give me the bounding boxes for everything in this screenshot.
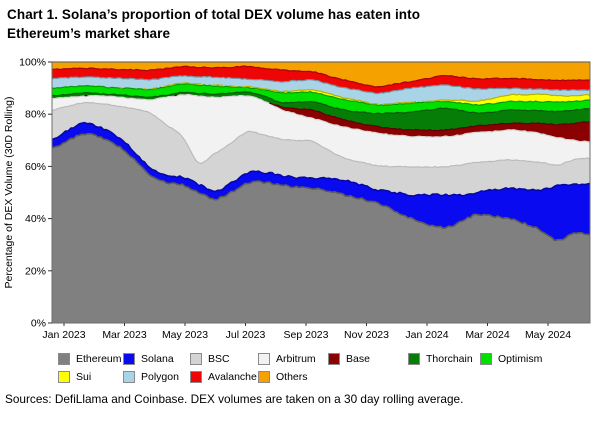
y-tick-label: 60% [25,161,46,173]
legend-item-bsc: BSC [190,352,230,366]
plot-svg: 0% 20% 40% 60% 80% 100% Jan 2023 Mar 2023 May 20… [3,57,591,342]
outline-arbitrum [51,93,591,143]
legend-swatch-thorchain [408,353,420,365]
x-tick-label: May 2024 [525,329,571,341]
x-tick-label: Jan 2024 [405,329,448,341]
area-others [52,62,590,88]
legend-item-avalanche: Avalanche [190,370,257,384]
legend-label: Solana [141,353,174,365]
legend-swatch-sui [58,371,70,383]
x-tick-label: Jan 2023 [42,329,85,341]
legend-swatch-ethereum [58,353,70,365]
chart-title: Chart 1. Solana’s proportion of total DE… [7,5,593,43]
legend-swatch-others [258,371,270,383]
outline-ethereum [51,132,591,242]
legend-label: Others [276,371,308,383]
x-tick-label: Mar 2024 [465,329,510,341]
area-arbitrum [52,94,590,168]
legend-swatch-arbitrum [258,353,270,365]
area-thorchain [52,91,590,131]
legend-label: Optimism [498,353,543,365]
plot-border [51,61,591,324]
area-bsc [52,102,590,197]
stacked-areas [52,62,590,323]
outline-optimism [51,83,591,106]
legend-label: Arbitrum [276,353,316,365]
legend-swatch-avalanche [190,371,202,383]
chart-title-line2: Ethereum’s market share [7,26,171,41]
outline-sui [119,82,591,105]
x-tick-label: Sep 2023 [284,329,329,341]
y-tick-label: 0% [31,318,46,330]
outline-avalanche [51,65,591,88]
legend-item-solana: Solana [123,352,174,366]
x-tick-label: Jul 2023 [226,329,266,341]
legend-item-base: Base [328,352,370,366]
y-tick-label: 40% [25,213,46,225]
area-base [52,94,590,143]
y-tick-label: 80% [25,109,46,121]
legend-item-optimism: Optimism [480,352,542,366]
legend-item-ethereum: Ethereum [58,352,122,366]
legend-swatch-base [328,353,340,365]
legend-item-arbitrum: Arbitrum [258,352,316,366]
outline-solana [51,121,591,197]
outline-bsc [51,101,591,168]
legend-swatch-solana [123,353,135,365]
area-ethereum [52,133,590,323]
legend-swatch-optimism [480,353,492,365]
area-avalanche [52,66,590,94]
area-optimism [52,83,590,114]
legend-label: Sui [76,371,92,383]
outline-polygon [51,75,591,95]
legend-label: Ethereum [76,353,122,365]
legend-label: BSC [208,353,230,365]
source-note: Sources: DefiLlama and Coinbase. DEX vol… [5,392,464,406]
legend-label: Thorchain [426,353,473,365]
y-tick-label: 20% [25,265,46,277]
x-tick-label: Mar 2023 [102,329,147,341]
legend-label: Polygon [141,371,179,383]
x-tick-label: May 2023 [162,329,208,341]
legend-label: Base [346,353,370,365]
legend-swatch-polygon [123,371,135,383]
y-tick-label: 100% [19,57,46,69]
legend: Ethereum Solana BSC Arbitrum Base Thorchain Op… [0,349,600,389]
y-axis-title: Percentage of DEX Volume (30D Rolling) [3,96,15,288]
legend-item-others: Others [258,370,308,384]
legend-item-polygon: Polygon [123,370,179,384]
legend-label: Avalanche [208,371,257,383]
legend-item-thorchain: Thorchain [408,352,473,366]
outline-thorchain [51,91,591,115]
chart-title-line1: Chart 1. Solana’s proportion of total DE… [7,7,421,22]
legend-item-sui: Sui [58,370,91,384]
x-tick-label: Nov 2023 [344,329,389,341]
legend-swatch-bsc [190,353,202,365]
outline-base [84,94,591,132]
axes: 0% 20% 40% 60% 80% 100% Jan 2023 Mar 2023 May 20… [19,57,571,342]
area-solana [52,122,590,241]
